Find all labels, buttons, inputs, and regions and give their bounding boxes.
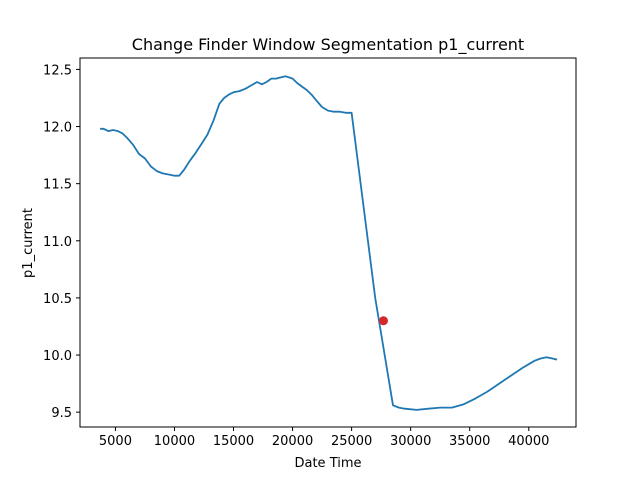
plot-frame: [79, 57, 577, 428]
y-tick-label: 9.5: [51, 406, 72, 421]
plot-area: [100, 75, 558, 411]
x-tick-label: 25000: [331, 434, 372, 449]
y-axis-ticks: 9.5 10.0 10.5 11.0 11.5 12.0 12.5: [43, 63, 80, 421]
x-tick-label: 40000: [508, 434, 549, 449]
y-tick-label: 10.0: [43, 349, 72, 364]
y-tick-label: 10.5: [43, 292, 72, 307]
x-tick-label: 30000: [390, 434, 431, 449]
x-tick-label: 35000: [449, 434, 490, 449]
x-tick-label: 15000: [213, 434, 254, 449]
x-tick-label: 20000: [272, 434, 313, 449]
y-tick-label: 12.5: [43, 63, 72, 78]
x-axis-label: Date Time: [294, 456, 361, 471]
y-tick-label: 11.5: [43, 178, 72, 193]
x-axis-ticks: 5000 10000 15000 20000 25000 30000 35000 40000: [99, 427, 549, 449]
y-axis-label: p1_current: [21, 208, 36, 278]
chart-title: Change Finder Window Segmentation p1_cur…: [132, 35, 524, 55]
x-tick-label: 10000: [154, 434, 195, 449]
series-line-0: [100, 75, 558, 411]
change-point-marker: [379, 316, 389, 326]
y-tick-label: 12.0: [43, 121, 72, 136]
x-tick-label: 5000: [99, 434, 132, 449]
y-tick-label: 11.0: [43, 235, 72, 250]
